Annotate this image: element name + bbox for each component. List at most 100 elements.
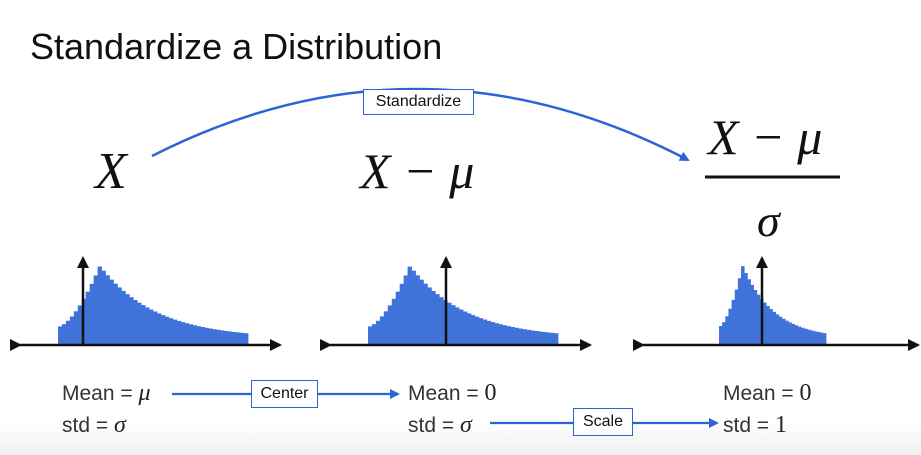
expr-original: X [95, 143, 127, 200]
histogram-bar [395, 291, 401, 344]
histogram-bar [744, 273, 748, 344]
stats-standardized-std: std = 1 [723, 412, 787, 439]
histogram-bar [741, 266, 745, 344]
histogram-bar [750, 284, 755, 344]
histogram-bar [756, 294, 761, 344]
histogram-bar [794, 325, 799, 344]
histogram-bar [822, 333, 827, 344]
stats-original-std: std = σ [62, 412, 126, 439]
histogram-bar [769, 309, 773, 344]
scale-step-box: Scale [573, 408, 633, 436]
histogram-bar [61, 324, 67, 344]
histogram-bar [379, 316, 385, 344]
histogram-bar [101, 270, 106, 344]
histogram-bar [737, 278, 742, 344]
histogram-bar [156, 313, 162, 344]
histogram-bar [133, 300, 138, 344]
histogram-bar [137, 302, 142, 344]
histogram-bar [188, 324, 193, 344]
std-label: std = [62, 414, 114, 437]
histogram-bar [791, 323, 795, 344]
histogram-bar [216, 329, 221, 344]
histogram-bar [415, 275, 420, 344]
histogram-bar [371, 324, 377, 344]
histogram-bar [451, 305, 456, 344]
histogram-bar [550, 332, 555, 344]
histogram-bar [725, 316, 729, 344]
histogram-bar [478, 318, 484, 344]
expr-centered: X − μ [360, 143, 475, 199]
mean-value: 0 [799, 380, 812, 406]
histogram-bar [810, 330, 814, 344]
histogram-bar [510, 326, 515, 344]
histogram-bar [89, 283, 95, 344]
histogram-bar [58, 326, 63, 344]
histogram-bar [427, 287, 432, 344]
histogram-bar [141, 305, 146, 344]
histogram-bar [232, 331, 237, 344]
histogram-bar [753, 290, 758, 344]
histogram-bar [518, 328, 523, 344]
histogram-bar [113, 283, 118, 344]
histogram-bar [778, 316, 783, 344]
histogram-bar [129, 297, 134, 344]
histogram-bar [722, 322, 726, 344]
histogram-bar [530, 330, 535, 344]
histogram-bar [125, 294, 130, 344]
histogram-bar [224, 330, 229, 344]
mean-value: μ [138, 380, 151, 406]
histogram-bar [399, 283, 405, 344]
histogram-bar [788, 322, 792, 344]
histogram-bar [73, 311, 79, 344]
histogram-bar [498, 324, 503, 344]
histogram-bar [85, 291, 91, 344]
histogram-bar [192, 325, 197, 344]
histogram-bar [375, 320, 381, 344]
histogram-bar [486, 320, 492, 344]
histogram-bar [766, 306, 770, 344]
expr-scaled-denominator: σ [757, 195, 780, 246]
histogram-bar [747, 279, 751, 344]
std-value: σ [459, 412, 472, 438]
histogram-bar [407, 266, 412, 344]
histogram-bar [77, 305, 83, 344]
histogram-bar [387, 305, 393, 344]
histogram-bar [220, 330, 225, 344]
histogram-bar [800, 327, 805, 344]
histogram-bar [212, 329, 217, 344]
mean-value: 0 [484, 380, 497, 406]
histogram-bar [383, 311, 389, 344]
histogram-bar [807, 329, 811, 344]
histogram-bar [772, 311, 777, 344]
stats-original-mean: Mean = μ [62, 380, 151, 407]
histogram-bar [168, 318, 174, 344]
histogram-bar [797, 326, 802, 344]
histogram-bar [463, 311, 468, 344]
histogram-bar [164, 316, 170, 344]
histogram-bar [240, 332, 245, 344]
histogram-bar [781, 318, 786, 344]
histogram-bar [455, 307, 460, 344]
histogram-bar [719, 326, 723, 344]
histogram-bar [204, 327, 209, 344]
standardize-label-box: Standardize [363, 89, 474, 115]
page-title: Standardize a Distribution [30, 26, 443, 67]
stats-centered-mean: Mean = 0 [408, 380, 496, 407]
stats-centered-std: std = σ [408, 412, 472, 439]
histogram-bar [176, 320, 182, 344]
histogram-bar [482, 319, 488, 344]
center-step-box: Center [251, 380, 318, 408]
histogram-bar [538, 331, 543, 344]
histogram-bar [172, 319, 178, 344]
histogram-bar [65, 320, 71, 344]
histogram-bar [542, 331, 547, 344]
expr-scaled-numerator: X − μ [708, 109, 823, 165]
histogram-bar [431, 290, 436, 344]
histogram-bar [196, 326, 201, 344]
histogram-bar [403, 275, 408, 344]
histogram-bar [184, 323, 190, 344]
histogram-bar [734, 289, 739, 344]
histogram-bar [763, 302, 767, 344]
histogram-bar [819, 332, 824, 344]
histogram-bar [526, 329, 531, 344]
